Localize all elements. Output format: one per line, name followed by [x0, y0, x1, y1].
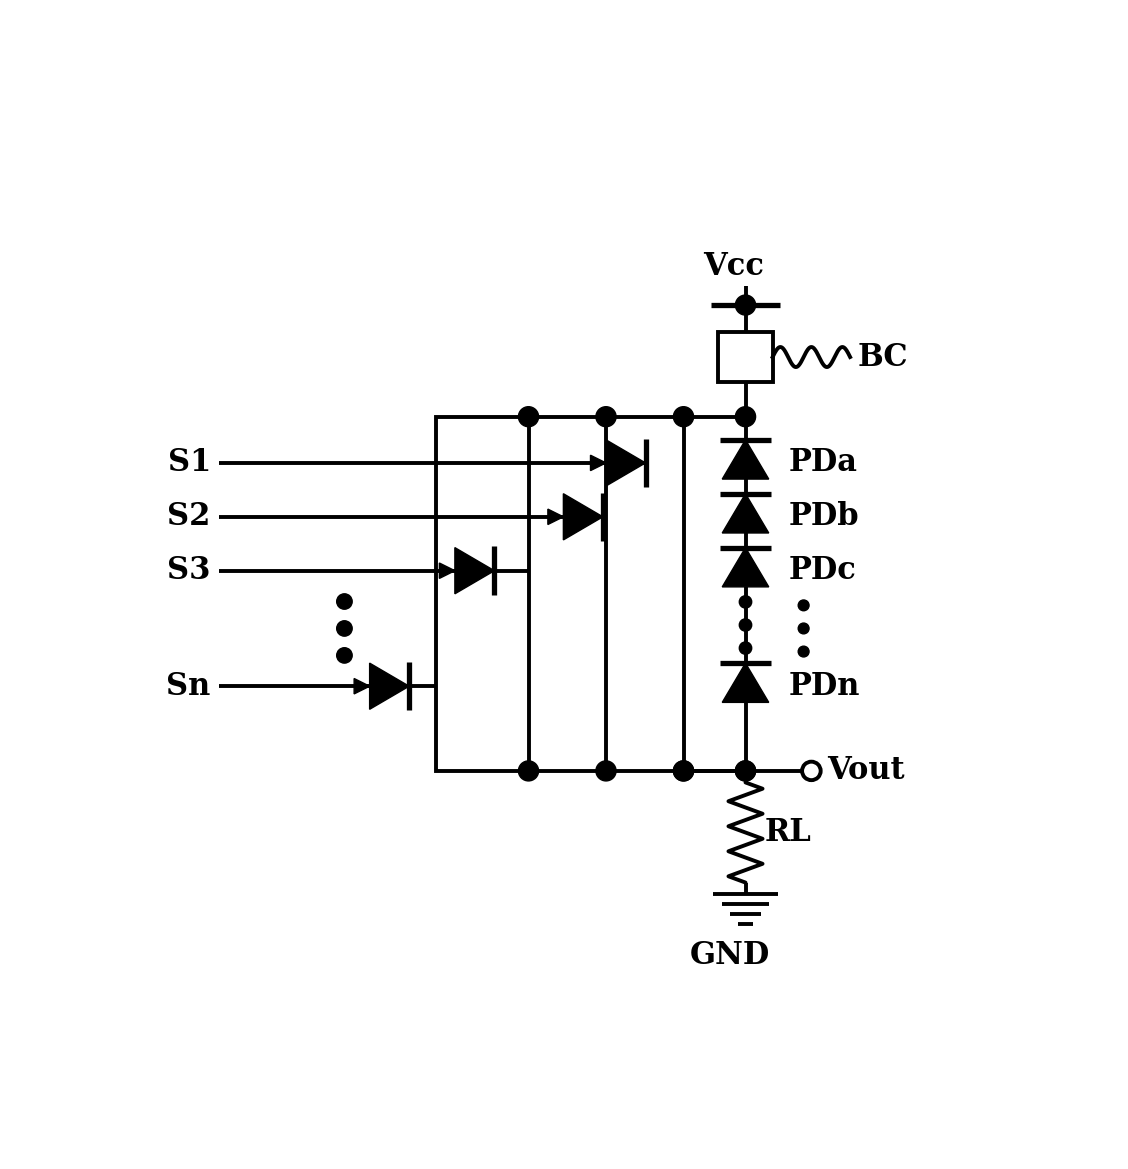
Bar [719, 332, 773, 382]
Text: BC: BC [858, 341, 908, 373]
Text: Sn: Sn [166, 671, 211, 701]
Polygon shape [722, 663, 769, 703]
Circle shape [336, 594, 352, 609]
Polygon shape [722, 493, 769, 533]
Circle shape [739, 596, 751, 608]
Bar [435, 416, 684, 770]
Polygon shape [590, 455, 606, 471]
Circle shape [799, 646, 809, 657]
Polygon shape [606, 440, 645, 486]
Circle shape [735, 761, 756, 781]
Polygon shape [722, 547, 769, 587]
Polygon shape [354, 678, 370, 694]
Polygon shape [370, 663, 409, 710]
Circle shape [799, 623, 809, 634]
Circle shape [673, 407, 694, 427]
Text: Vcc: Vcc [704, 251, 765, 282]
Circle shape [739, 642, 751, 655]
Circle shape [596, 761, 616, 781]
Text: S2: S2 [167, 502, 211, 532]
Text: S3: S3 [167, 555, 211, 586]
Polygon shape [455, 547, 494, 594]
Polygon shape [563, 493, 602, 540]
Circle shape [735, 761, 756, 781]
Circle shape [799, 600, 809, 610]
Text: PDc: PDc [788, 555, 856, 586]
Polygon shape [440, 563, 455, 579]
Polygon shape [548, 510, 563, 525]
Text: RL: RL [765, 817, 812, 848]
Text: PDa: PDa [788, 448, 857, 478]
Circle shape [673, 761, 694, 781]
Text: Vout: Vout [827, 755, 905, 787]
Circle shape [735, 407, 756, 427]
Circle shape [673, 761, 694, 781]
Text: S1: S1 [167, 448, 211, 478]
Text: PDn: PDn [788, 671, 860, 701]
Circle shape [596, 407, 616, 427]
Circle shape [336, 621, 352, 636]
Circle shape [336, 648, 352, 663]
Circle shape [519, 761, 538, 781]
Circle shape [739, 618, 751, 631]
Circle shape [735, 295, 756, 316]
Text: GND: GND [690, 940, 770, 971]
Circle shape [519, 407, 538, 427]
Text: PDb: PDb [788, 502, 858, 532]
Polygon shape [722, 440, 769, 479]
